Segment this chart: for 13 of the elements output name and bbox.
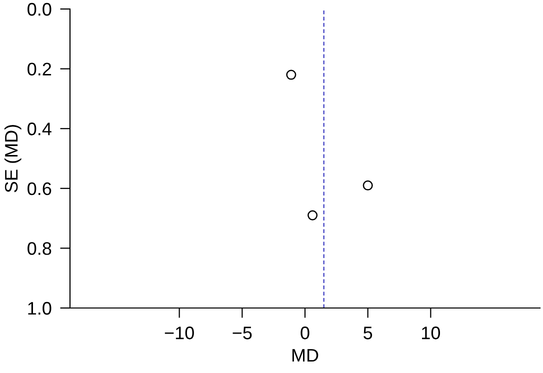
x-axis-title: MD: [292, 349, 318, 362]
x-tick-label: −5: [232, 326, 252, 340]
x-tick-label: −10: [164, 326, 194, 340]
y-tick-label: 1.0: [28, 302, 52, 315]
y-tick-label: 0.0: [28, 2, 52, 16]
x-tick-label: 0: [300, 326, 310, 340]
y-tick-label: 0.8: [28, 242, 52, 255]
y-tick-label: 0.4: [28, 122, 52, 136]
x-tick-label: 10: [422, 326, 440, 340]
y-tick-label: 0.6: [28, 182, 52, 196]
y-axis-title: SE (MD): [4, 125, 22, 192]
y-tick-label: 0.2: [28, 62, 52, 76]
x-tick-label: 5: [364, 326, 372, 340]
